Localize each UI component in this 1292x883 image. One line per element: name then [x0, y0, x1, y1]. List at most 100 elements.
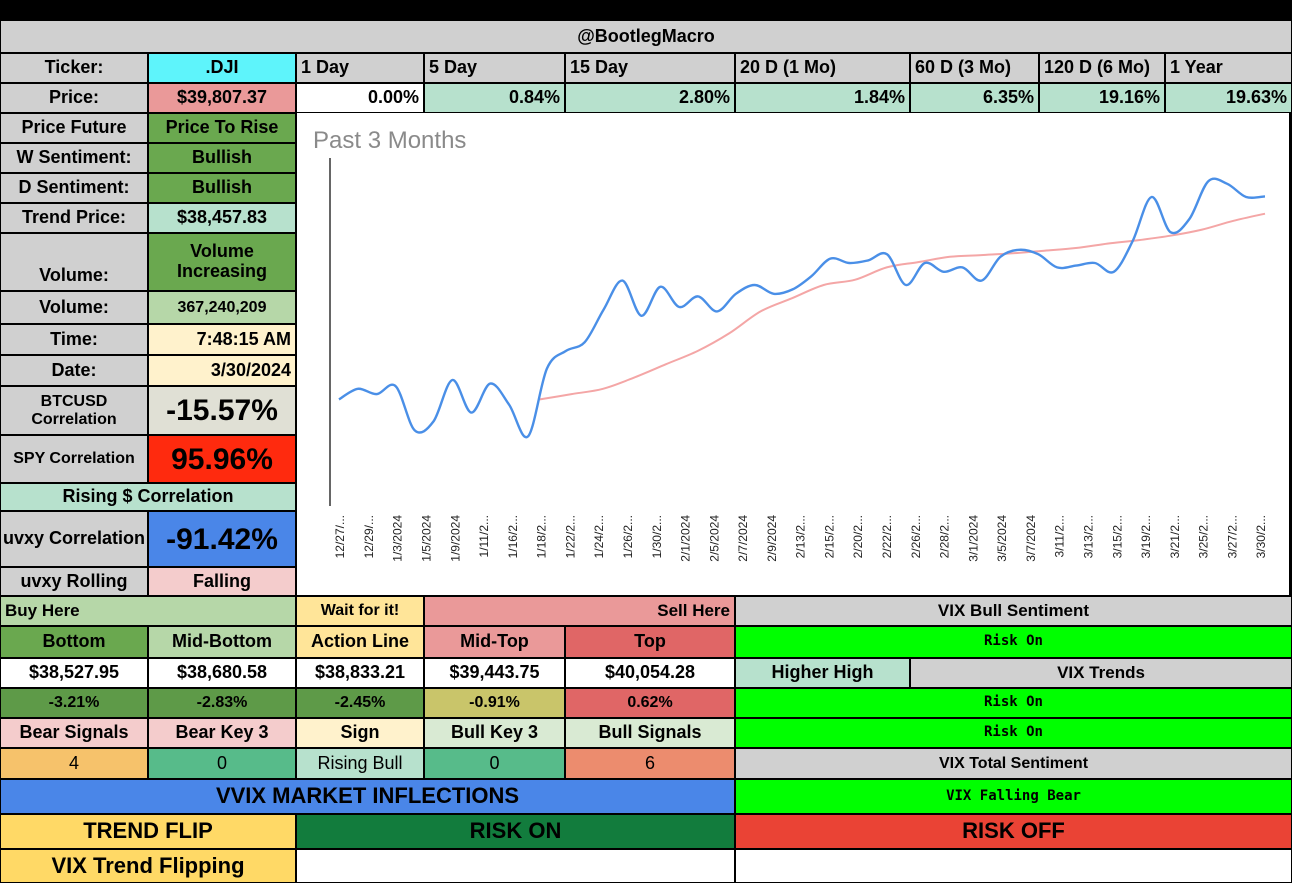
d-sentiment-label: D Sentiment:	[0, 173, 148, 203]
sign-value: Rising Bull	[296, 748, 424, 779]
spy-correlation-label: SPY Correlation	[0, 435, 148, 483]
change-5d: 0.84%	[424, 83, 565, 113]
chart-x-tick-label: 2/9/2024	[765, 515, 779, 562]
wait-label: Wait for it!	[296, 596, 424, 626]
chart-x-tick-label: 2/7/2024	[736, 515, 750, 562]
blank-cell-2	[735, 849, 1292, 883]
change-60d: 6.35%	[910, 83, 1039, 113]
level-mid-bottom-price: $38,680.58	[148, 658, 296, 688]
trend-price-value: $38,457.83	[148, 203, 296, 233]
chart-x-tick-label: 1/16/2...	[506, 515, 520, 558]
uvxy-correlation-label: uvxy Correlation	[0, 511, 148, 567]
chart-x-tick-label: 2/15/2...	[822, 515, 836, 558]
rising-correlation-label: Rising $ Correlation	[0, 483, 296, 511]
chart-x-tick-label: 3/15/2...	[1110, 515, 1124, 558]
uvxy-correlation-value: -91.42%	[148, 511, 296, 567]
btc-correlation-value: -15.57%	[148, 386, 296, 435]
period-15d: 15 Day	[565, 53, 735, 83]
level-bottom-pct: -3.21%	[0, 688, 148, 718]
level-mid-top-pct: -0.91%	[424, 688, 565, 718]
price-label: Price:	[0, 83, 148, 113]
chart-series-line-price	[338, 177, 1266, 439]
vix-trend-2: Risk On	[735, 718, 1292, 748]
bear-signals-value: 4	[0, 748, 148, 779]
bear-key-3-value: 0	[148, 748, 296, 779]
change-20d: 1.84%	[735, 83, 910, 113]
chart-x-tick-label: 12/27/...	[333, 515, 347, 558]
uvxy-rolling-value: Falling	[148, 567, 296, 596]
trend-flip: TREND FLIP	[0, 814, 296, 849]
header-handle: @BootlegMacro	[0, 20, 1292, 53]
bull-signals-value: 6	[565, 748, 735, 779]
chart-x-tick-label: 1/26/2...	[621, 515, 635, 558]
price-chart: Past 3 Months 12/27/... 12/29/... 1/3/2024…	[296, 112, 1290, 596]
trend-price-label: Trend Price:	[0, 203, 148, 233]
chart-svg: 12/27/... 12/29/... 1/3/2024 1/5/2024 1/9/20…	[329, 158, 1268, 562]
chart-x-tick-label: 2/20/2...	[851, 515, 865, 558]
chart-x-tick-label: 1/18/2...	[535, 515, 549, 558]
chart-x-tick-label: 3/19/2...	[1139, 515, 1153, 558]
change-15d: 2.80%	[565, 83, 735, 113]
chart-x-tick-label: 3/11/2...	[1053, 515, 1067, 557]
risk-off-banner: RISK OFF	[735, 814, 1292, 849]
level-action-line-pct: -2.45%	[296, 688, 424, 718]
chart-x-tick-label: 3/30/2...	[1254, 515, 1268, 558]
chart-x-tick-label: 1/11/2...	[477, 515, 491, 557]
uvxy-rolling-label: uvxy Rolling	[0, 567, 148, 596]
chart-x-tick-label: 3/5/2024	[995, 515, 1009, 562]
buy-here-label: Buy Here	[0, 596, 296, 626]
chart-x-tick-label: 1/30/2...	[650, 515, 664, 558]
d-sentiment-value: Bullish	[148, 173, 296, 203]
chart-x-tick-label: 3/13/2...	[1081, 515, 1095, 558]
chart-x-tick-label: 2/13/2...	[794, 515, 808, 558]
chart-x-tick-label: 3/1/2024	[966, 515, 980, 562]
sign-label: Sign	[296, 718, 424, 748]
risk-on-banner: RISK ON	[296, 814, 735, 849]
level-mid-top-label: Mid-Top	[424, 626, 565, 658]
vvix-market-inflections: VVIX MARKET INFLECTIONS	[0, 779, 735, 814]
chart-x-tick-label: 2/1/2024	[679, 515, 693, 562]
w-sentiment-label: W Sentiment:	[0, 143, 148, 173]
price-value: $39,807.37	[148, 83, 296, 113]
bull-key-3-label: Bull Key 3	[424, 718, 565, 748]
chart-title: Past 3 Months	[313, 127, 467, 154]
w-sentiment-value: Bullish	[148, 143, 296, 173]
chart-x-tick-label: 3/27/2...	[1225, 515, 1239, 558]
btc-correlation-label: BTCUSD Correlation	[0, 386, 148, 435]
level-top-pct: 0.62%	[565, 688, 735, 718]
chart-series-line-trend	[539, 212, 1266, 401]
chart-x-tick-label: 2/5/2024	[707, 515, 721, 562]
chart-x-tick-label: 3/7/2024	[1024, 515, 1038, 562]
bull-key-3-value: 0	[424, 748, 565, 779]
chart-x-tick-label: 1/24/2...	[592, 515, 606, 558]
time-value: 7:48:15 AM	[148, 324, 296, 355]
chart-x-tick-label: 1/9/2024	[448, 515, 462, 562]
volume-count-value: 367,240,209	[148, 291, 296, 324]
vix-total-sentiment-value: VIX Falling Bear	[735, 779, 1292, 814]
chart-x-tick-label: 1/5/2024	[420, 515, 434, 562]
bear-key-3-label: Bear Key 3	[148, 718, 296, 748]
blank-cell-1	[296, 849, 735, 883]
change-1d: 0.00%	[296, 83, 424, 113]
level-mid-top-price: $39,443.75	[424, 658, 565, 688]
spy-correlation-value: 95.96%	[148, 435, 296, 483]
level-bottom-price: $38,527.95	[0, 658, 148, 688]
bear-signals-label: Bear Signals	[0, 718, 148, 748]
period-60d: 60 D (3 Mo)	[910, 53, 1039, 83]
ticker-value: .DJI	[148, 53, 296, 83]
vix-trend-1: Risk On	[735, 688, 1292, 718]
period-120d: 120 D (6 Mo)	[1039, 53, 1165, 83]
chart-x-tick-label: 1/3/2024	[391, 515, 405, 562]
level-mid-bottom-pct: -2.83%	[148, 688, 296, 718]
date-label: Date:	[0, 355, 148, 386]
period-1d: 1 Day	[296, 53, 424, 83]
chart-x-tick-label: 2/22/2...	[880, 515, 894, 558]
chart-x-tick-label: 12/29/...	[362, 515, 376, 558]
change-1y: 19.63%	[1165, 83, 1292, 113]
period-1y: 1 Year	[1165, 53, 1292, 83]
vix-total-sentiment-label: VIX Total Sentiment	[735, 748, 1292, 779]
chart-x-tick-label: 1/22/2...	[563, 515, 577, 558]
price-future-label: Price Future	[0, 113, 148, 143]
level-mid-bottom-label: Mid-Bottom	[148, 626, 296, 658]
